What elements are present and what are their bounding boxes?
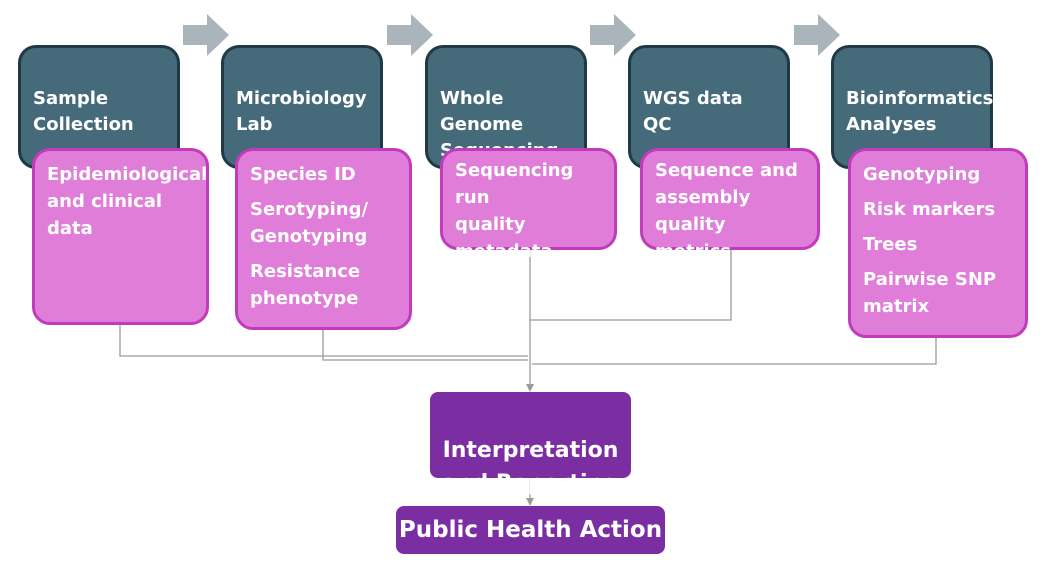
interpretation-and-reporting-box: Interpretation and Reporting — [430, 392, 631, 496]
detail-item: Species ID — [250, 164, 356, 185]
detail-item: Trees — [863, 234, 918, 255]
stage-title: Sample Collection — [33, 88, 134, 135]
flow-arrow-icon — [590, 14, 636, 56]
detail-item: Pairwise SNP matrix — [863, 269, 997, 317]
stage-title: Microbiology Lab — [236, 88, 367, 135]
detail-item: Sequencing run quality metadata — [455, 160, 574, 262]
connector-qc — [530, 250, 732, 321]
detail-item: Serotyping/ Genotyping — [250, 199, 369, 247]
public-health-action-box: Public Health Action — [396, 506, 665, 554]
detail-item: Epidemiological and clinical data — [47, 164, 208, 239]
arrowhead-to-interpretation — [526, 384, 534, 392]
detail-box-wgs-data-qc: Sequence and assembly quality metrics — [640, 148, 820, 262]
arrowhead-to-action — [526, 498, 534, 506]
detail-item: Sequence and assembly quality metrics — [655, 160, 798, 262]
flow-arrow-icon — [387, 14, 433, 56]
detail-box-microbiology-lab: Species ID Serotyping/ Genotyping Resist… — [235, 148, 412, 330]
connector-sample — [119, 325, 528, 357]
detail-item: Genotyping — [863, 164, 981, 185]
public-health-action-label: Public Health Action — [398, 517, 663, 543]
connector-bioinformatics — [532, 338, 937, 365]
detail-box-whole-genome-sequencing: Sequencing run quality metadata — [440, 148, 617, 262]
detail-item: Resistance phenotype — [250, 261, 361, 309]
connector-microbiology — [322, 330, 528, 361]
flow-arrow-icon — [183, 14, 229, 56]
stage-title: Bioinformatics Analyses — [846, 88, 994, 135]
detail-box-bioinformatics-analyses: Genotyping Risk markers Trees Pairwise S… — [848, 148, 1028, 338]
detail-box-sample-collection: Epidemiological and clinical data — [32, 148, 209, 325]
flow-arrow-icon — [794, 14, 840, 56]
detail-item: Risk markers — [863, 199, 996, 220]
stage-title: WGS data QC — [643, 88, 743, 135]
interpretation-label: Interpretation and Reporting — [442, 438, 619, 496]
